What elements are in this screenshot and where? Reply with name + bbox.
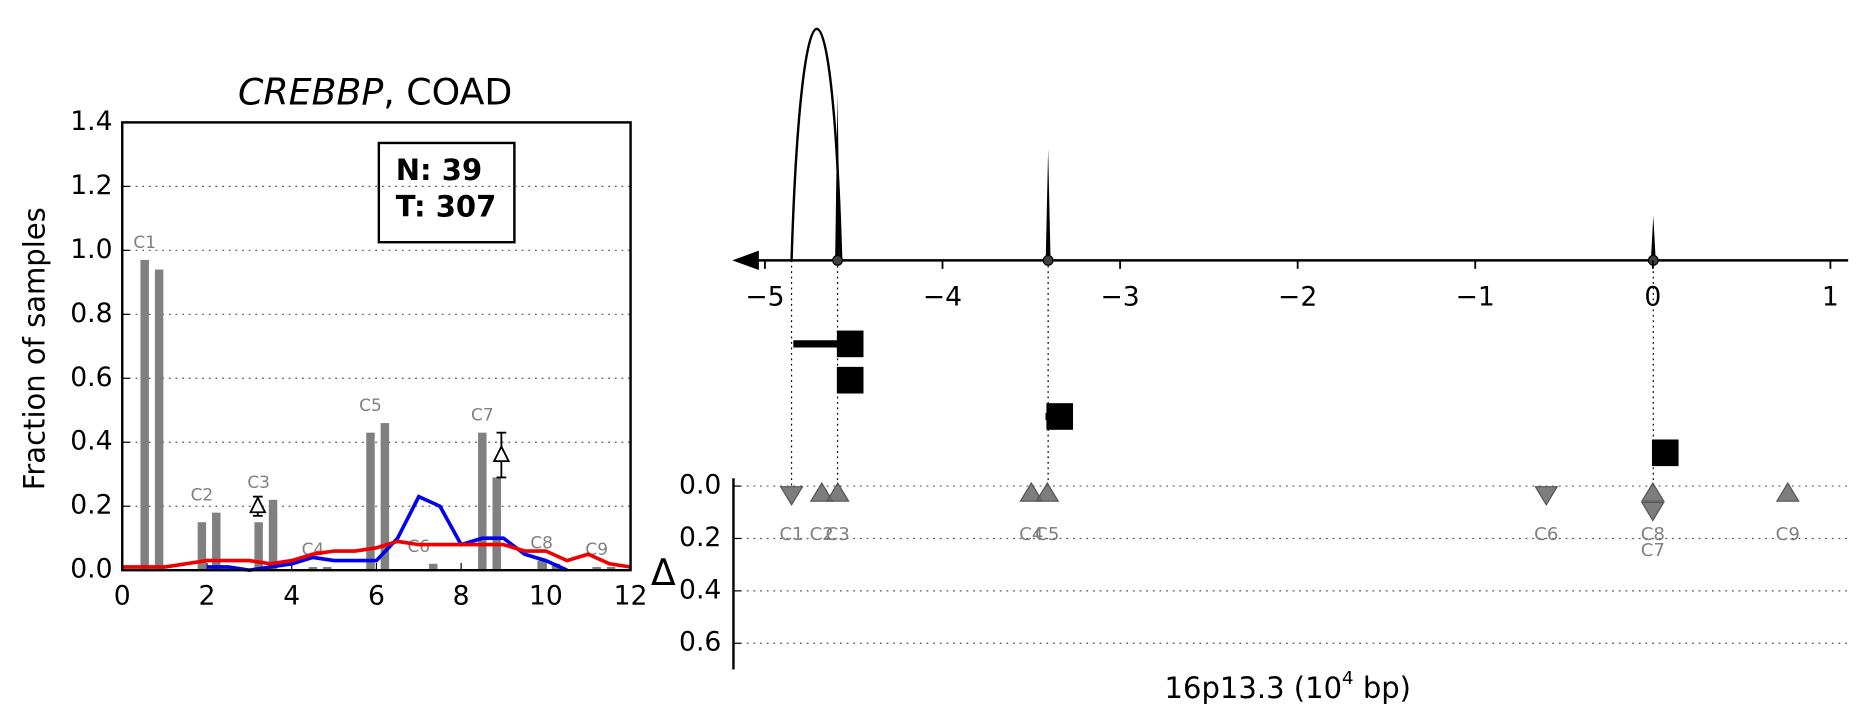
x-axis-label: 16p13.3 (104 bp) [1165,668,1411,705]
bar [478,432,487,571]
triangle-marker [825,481,850,502]
legend-box [377,141,516,244]
title-rest: , COAD [383,71,512,114]
x-tick-label: 0 [1644,281,1661,312]
bar [592,567,601,571]
xlabel-sup: 4 [1342,668,1354,689]
bar [380,423,390,571]
x-tick-label: 12 [614,580,648,611]
triangle-marker [809,481,834,502]
bar [154,269,164,571]
x-tick-label: −4 [923,281,962,312]
point-label: C4 [1019,524,1043,545]
annotation: N: 39 [396,153,482,187]
triangle-marker [1640,481,1665,502]
group-label: C7 [471,405,494,425]
y-tick-label: 0.8 [70,298,112,329]
triangle-marker [779,486,804,507]
bar [268,499,278,571]
x-tick-label: 10 [529,580,563,611]
point-label: C8 [1641,524,1665,545]
square-marker [1046,403,1074,430]
triangle-marker [1775,481,1800,502]
xlabel-part: 16p13.3 (10 [1165,671,1343,705]
square-marker [1651,439,1679,467]
y-tick-label: 0.4 [679,574,721,605]
title-gene: CREBBP [238,71,383,114]
bar [366,432,375,571]
annotation: T: 307 [396,189,497,223]
point-label: C2 [810,524,834,545]
y-tick-label: 1.2 [70,170,112,201]
triangle-marker [1640,501,1665,522]
chart-title: CREBBP, COAD [238,71,512,114]
x-tick-label: 6 [368,580,385,611]
point-label: C6 [1534,524,1558,545]
point-label: C1 [779,524,803,545]
delta-symbol [492,444,511,463]
group-label: C5 [359,395,382,415]
bar [606,567,616,571]
xlabel-part: bp) [1354,671,1411,705]
y-tick-label: 1.4 [70,106,112,137]
x-tick-label: 4 [283,580,300,611]
x-tick-label: 0 [114,580,131,611]
point-label: C3 [826,524,850,545]
site-dot [1042,254,1054,266]
group-label: C1 [133,232,156,252]
peak [835,93,840,261]
bar [140,259,149,571]
peak [790,27,843,261]
square-marker [836,330,864,358]
strand-arrow [732,250,759,271]
y-axis-label: Fraction of samples [17,207,51,490]
bar [212,512,221,571]
peak [1650,215,1656,261]
plot-frame [121,121,632,572]
peak [1045,149,1051,261]
square-marker [836,366,864,394]
triangle-marker [1534,486,1559,507]
x-tick-label: −3 [1100,281,1139,312]
x-tick-label: 2 [198,580,215,611]
y-tick-label: 0.6 [70,362,112,393]
y-axis-label: Δ [651,551,676,594]
x-tick-label: −1 [1456,281,1495,312]
bar [492,477,501,571]
point-label: C9 [1776,524,1800,545]
group-label: C8 [530,533,553,553]
delta-marker [492,431,511,479]
x-tick-label: 8 [453,580,470,611]
y-tick-label: 0.2 [70,490,112,521]
line [122,539,631,569]
y-tick-label: 1.0 [70,234,112,265]
bar [197,522,207,571]
x-tick-label: 1 [1822,281,1839,312]
y-tick-label: 0.4 [70,426,112,457]
x-tick-label: −2 [1278,281,1317,312]
y-tick-label: 0.2 [679,522,721,553]
y-tick-label: 0.0 [679,470,721,501]
y-tick-label: 0.0 [70,554,112,585]
triangle-marker [1019,481,1044,502]
bar [323,567,332,571]
point-label: C5 [1035,524,1059,545]
triangle-marker [1035,481,1060,502]
bar [428,563,438,571]
group-label: C3 [247,472,270,492]
bar [537,560,546,571]
guides [790,260,1654,486]
group-label: C2 [191,485,214,505]
point-label: C7 [1641,540,1665,561]
line [206,494,568,573]
y-tick-label: 0.6 [679,627,721,658]
bar [308,567,318,571]
delta-marker [249,495,267,517]
delta-symbol [249,495,267,514]
bar [254,522,263,571]
site-dot [832,254,843,266]
x-tick-label: −5 [745,281,784,312]
